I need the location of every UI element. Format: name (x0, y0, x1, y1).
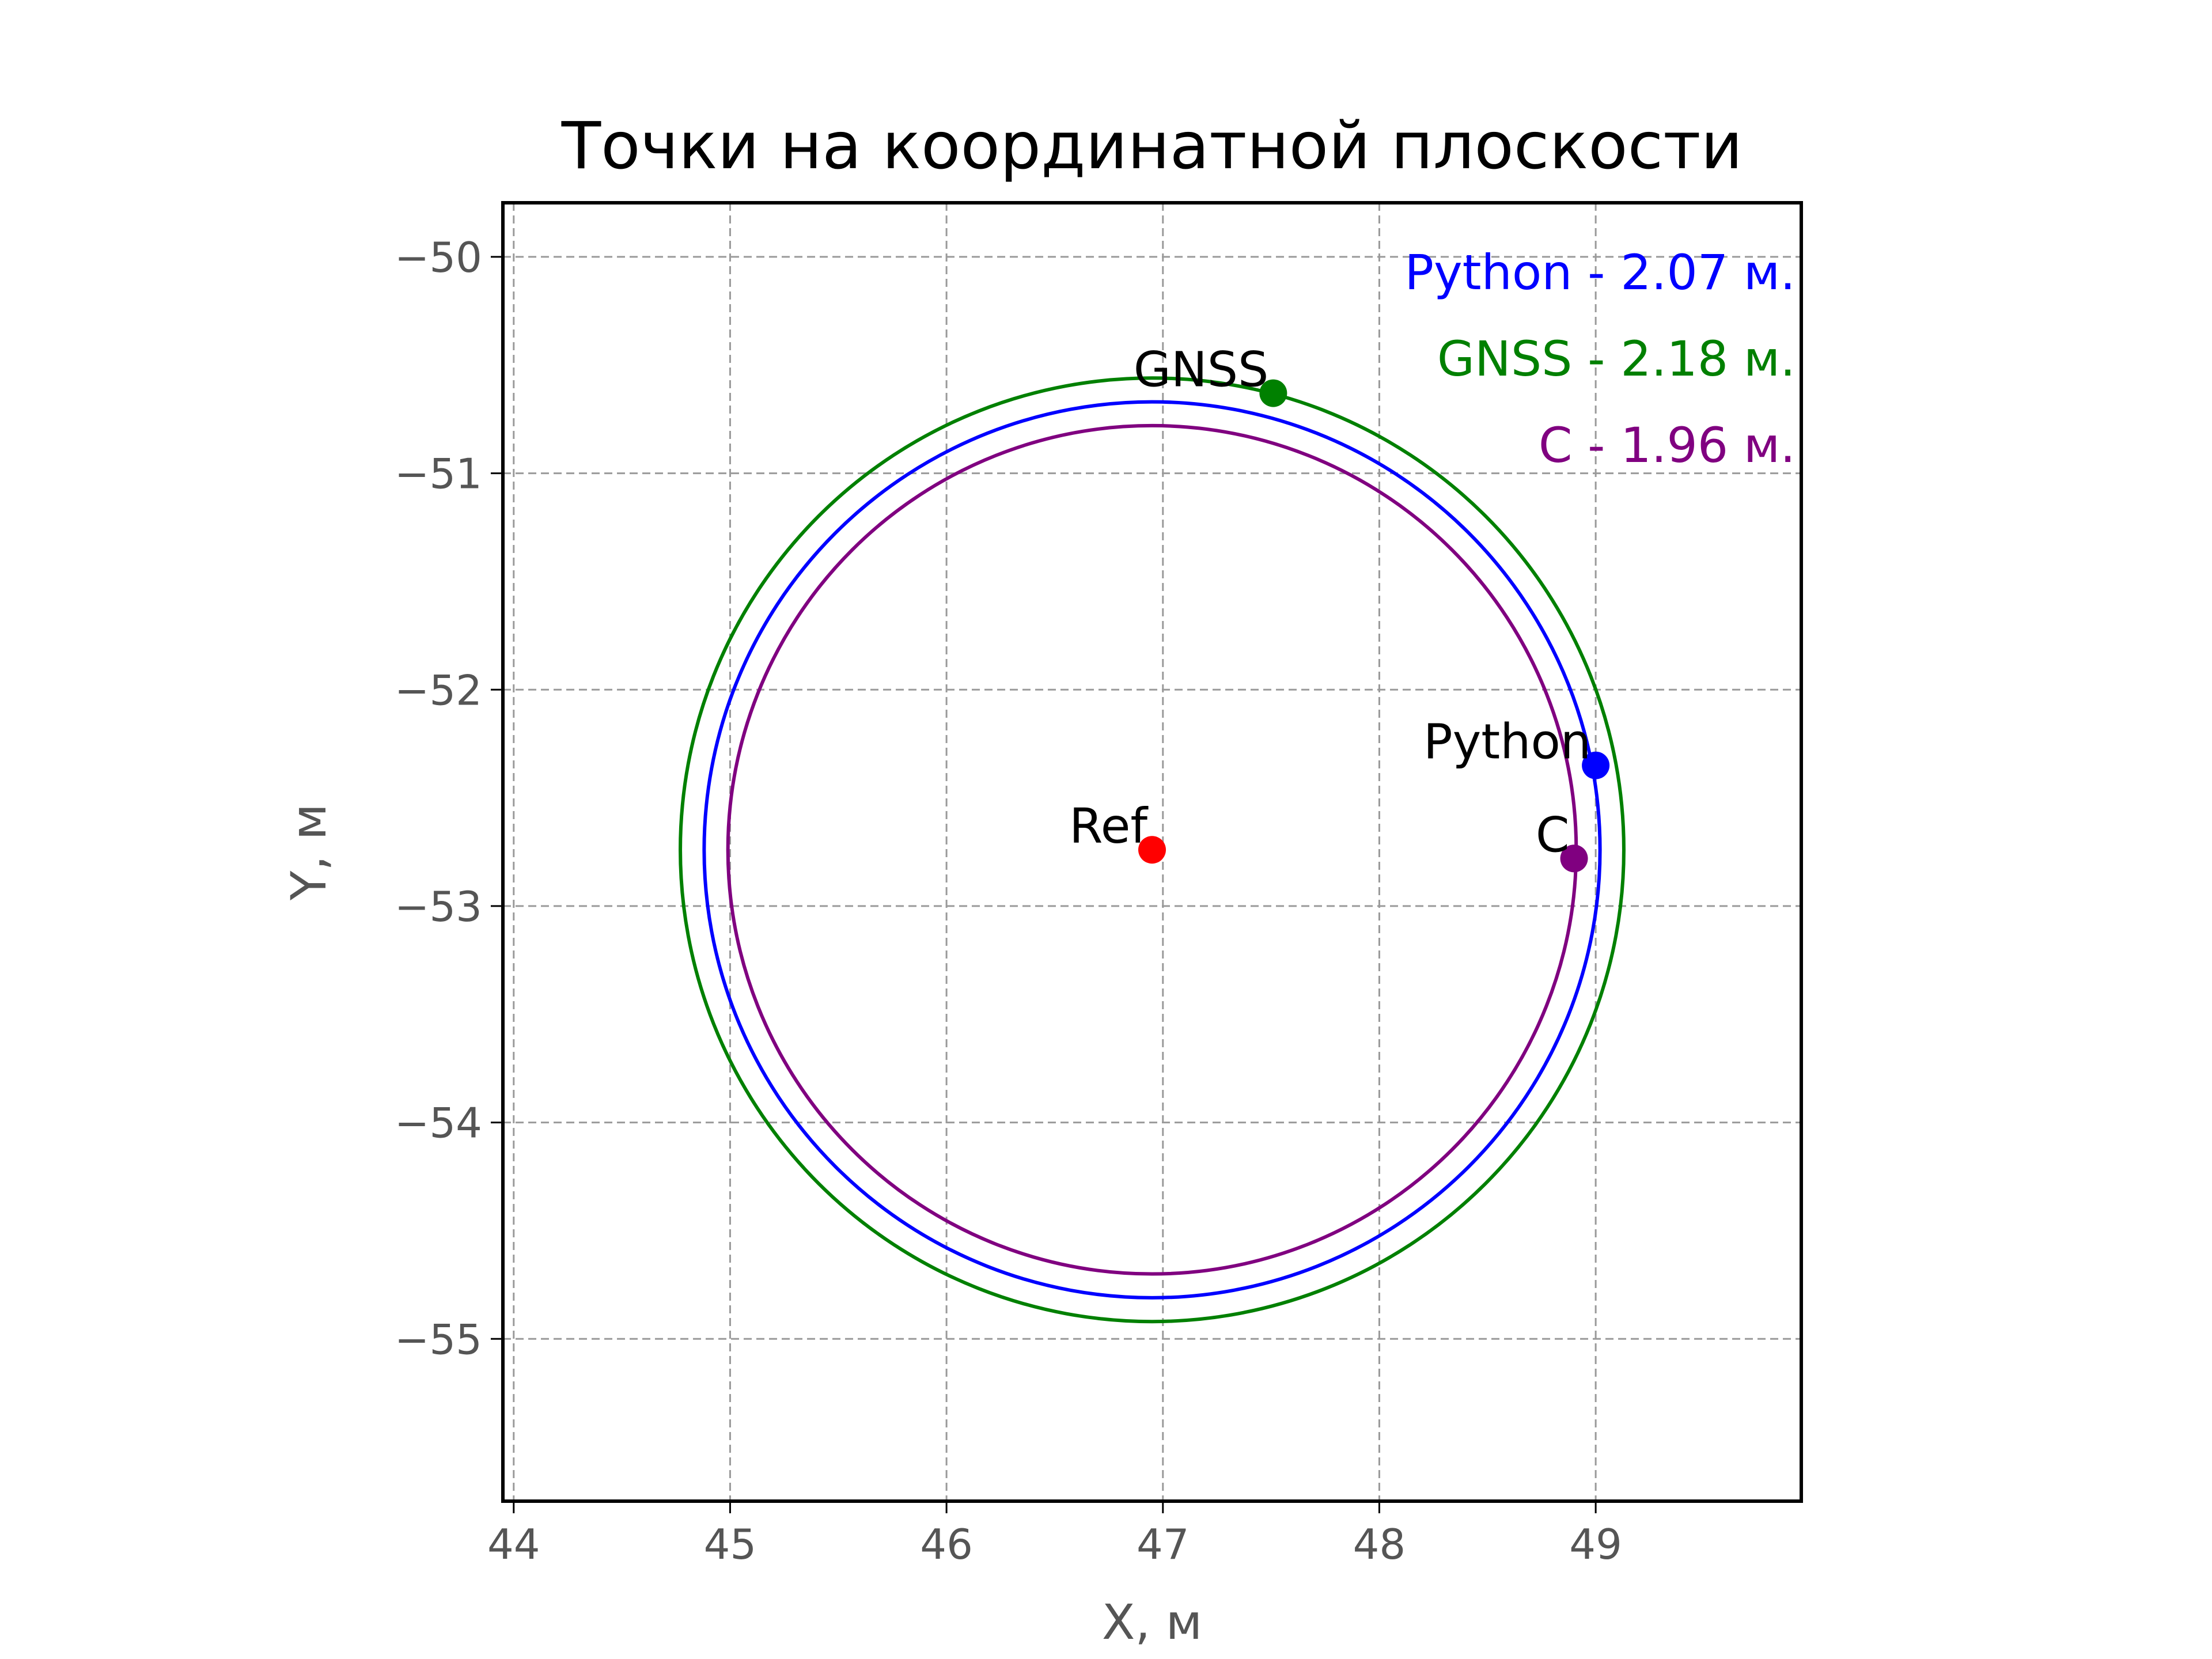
y-tick-label--54: −54 (395, 1099, 482, 1147)
x-tick-label-44: 44 (487, 1520, 540, 1569)
x-tick-label-45: 45 (704, 1520, 757, 1569)
y-tick-label--51: −51 (395, 450, 482, 498)
x-tick-label-46: 46 (920, 1520, 973, 1569)
point-label-python: Python (1423, 714, 1591, 770)
radius-circle-python (702, 400, 1602, 1300)
radius-circles (679, 376, 1626, 1324)
legend-entry-1: GNSS - 2.18 м. (1437, 331, 1796, 387)
point-c (1560, 844, 1588, 873)
point-label-ref: Ref (1069, 798, 1149, 854)
ticks: 44 45 46 47 48 49 −50 −51 −52 −53 −54 −55 (395, 233, 1622, 1569)
point-ref (1138, 836, 1166, 864)
point-gnss (1259, 379, 1287, 407)
data-points: GNSS Python C Ref (1069, 342, 1610, 873)
point-python (1582, 751, 1610, 779)
y-tick-label--52: −52 (395, 666, 482, 714)
chart-title: Точки на координатной плоскости (561, 109, 1743, 184)
legend-entry-0: Python - 2.07 м. (1404, 244, 1796, 301)
x-tick-label-47: 47 (1137, 1520, 1190, 1569)
y-axis-label: Y, м (281, 804, 337, 901)
legend-entry-2: C - 1.96 м. (1539, 417, 1796, 474)
y-tick-label--55: −55 (395, 1315, 482, 1363)
y-tick-label--50: −50 (395, 233, 482, 282)
radius-circle-gnss (679, 376, 1626, 1324)
plot-frame (501, 201, 1803, 1503)
x-tick-label-49: 49 (1569, 1520, 1622, 1569)
x-axis-label: X, м (1102, 1594, 1202, 1650)
y-tick-label--53: −53 (395, 882, 482, 931)
point-label-gnss: GNSS (1134, 342, 1269, 398)
grid (503, 203, 1801, 1501)
x-tick-label-48: 48 (1353, 1520, 1406, 1569)
point-label-c: C (1536, 806, 1570, 863)
legend: Python - 2.07 м. GNSS - 2.18 м. C - 1.96 м… (1404, 244, 1796, 474)
